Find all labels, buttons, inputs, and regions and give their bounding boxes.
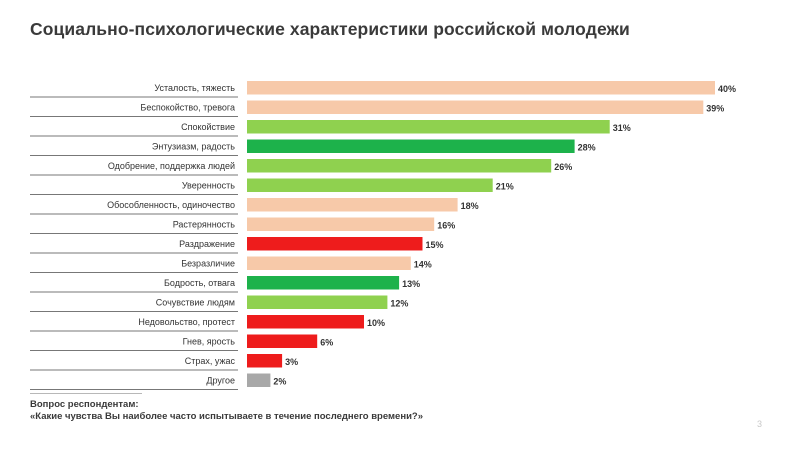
footnote: Вопрос респондентам: «Какие чувства Вы н… — [30, 399, 423, 423]
bar — [247, 276, 400, 290]
bar — [247, 237, 423, 251]
bar — [247, 120, 610, 134]
category-label: Безразличие — [181, 258, 235, 268]
category-label: Недовольство, протест — [138, 317, 235, 327]
category-label: Страх, ужас — [185, 356, 236, 366]
category-label: Усталость, тяжесть — [154, 83, 235, 93]
bar — [247, 256, 411, 270]
bar — [247, 198, 458, 212]
value-label: 18% — [461, 201, 479, 211]
category-label: Бодрость, отвага — [164, 278, 235, 288]
footnote-question: «Какие чувства Вы наиболее часто испытыв… — [30, 411, 423, 422]
footnote-divider — [30, 393, 142, 394]
category-label: Растерянность — [173, 219, 236, 229]
bar — [247, 139, 575, 153]
category-label: Спокойствие — [181, 122, 235, 132]
category-label: Обособленность, одиночество — [107, 200, 235, 210]
category-label: Раздражение — [179, 239, 235, 249]
value-label: 2% — [273, 376, 286, 386]
category-label: Одобрение, поддержка людей — [108, 161, 235, 171]
value-label: 40% — [718, 84, 736, 94]
bar — [247, 354, 283, 368]
bar — [247, 178, 493, 192]
value-label: 16% — [437, 220, 455, 230]
value-label: 6% — [320, 337, 333, 347]
bar — [247, 159, 552, 173]
category-label: Уверенность — [182, 180, 235, 190]
value-label: 39% — [706, 103, 724, 113]
value-label: 3% — [285, 357, 298, 367]
bar — [247, 315, 364, 329]
category-label: Сочувствие людям — [156, 297, 235, 307]
bar — [247, 100, 704, 114]
bar — [247, 295, 388, 309]
value-label: 21% — [496, 181, 514, 191]
bar — [247, 81, 715, 95]
category-label: Энтузиазм, радость — [152, 141, 235, 151]
category-label: Беспокойство, тревога — [140, 102, 235, 112]
category-label: Гнев, ярость — [183, 336, 236, 346]
value-label: 26% — [554, 162, 572, 172]
bar — [247, 373, 271, 387]
page-number: 3 — [756, 419, 762, 429]
category-label: Другое — [206, 375, 235, 385]
bar — [247, 217, 435, 231]
footnote-heading: Вопрос респондентам: — [30, 399, 139, 410]
chart-title: Социально-психологические характеристики… — [30, 19, 630, 39]
value-label: 15% — [426, 240, 444, 250]
value-label: 12% — [390, 298, 408, 308]
bar-chart: Усталость, тяжесть 40% Беспокойство, трево… — [30, 81, 736, 390]
value-label: 31% — [613, 123, 631, 133]
bar — [247, 334, 318, 348]
value-label: 14% — [414, 259, 432, 269]
value-label: 28% — [578, 142, 596, 152]
value-label: 13% — [402, 279, 420, 289]
value-label: 10% — [367, 318, 385, 328]
